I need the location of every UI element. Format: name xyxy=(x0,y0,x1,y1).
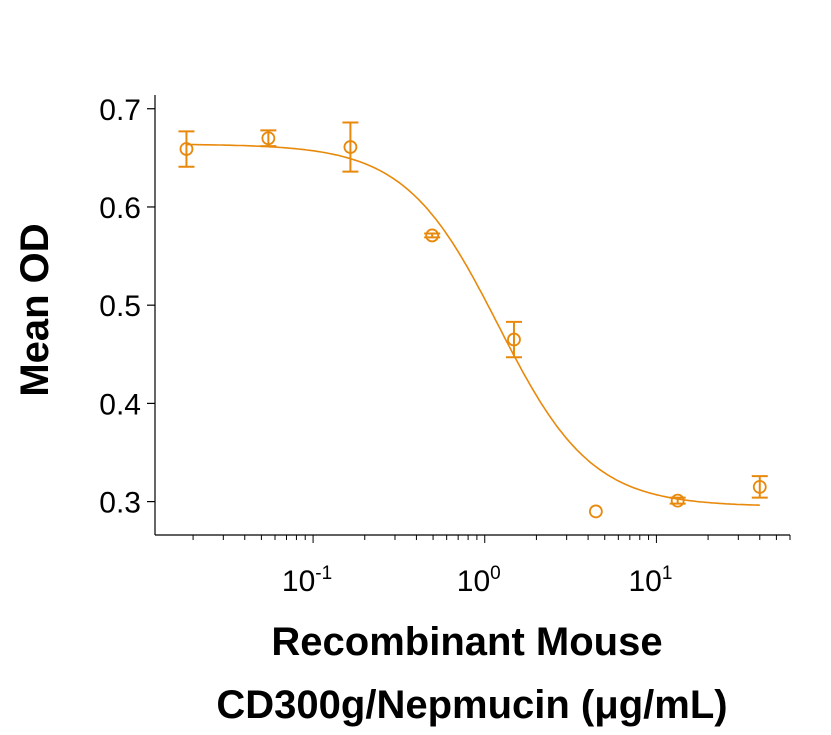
data-point xyxy=(669,493,686,508)
x-tick-label: 10-1 xyxy=(282,563,332,598)
point-marker xyxy=(588,504,603,519)
data-point xyxy=(751,475,768,499)
fit-curve xyxy=(186,143,760,506)
y-axis-title: Mean OD xyxy=(13,223,57,396)
y-tick-label: 0.5 xyxy=(99,290,141,323)
data-point xyxy=(260,129,277,148)
data-points xyxy=(178,121,768,519)
point-marker xyxy=(507,332,521,347)
x-axis-title-line1: Recombinant Mouse xyxy=(271,620,662,664)
point-marker xyxy=(670,493,685,508)
point-marker xyxy=(261,131,276,146)
data-point xyxy=(505,320,522,359)
point-marker xyxy=(752,479,767,494)
axes: 0.3 0.4 0.5 0.6 0.7 10-1 100 101 xyxy=(99,94,791,598)
data-point xyxy=(424,228,441,243)
data-point xyxy=(588,504,603,519)
x-tick-label: 100 xyxy=(457,563,501,598)
y-tick-label: 0.6 xyxy=(99,192,141,225)
y-tick-label: 0.7 xyxy=(99,94,141,127)
data-point xyxy=(178,130,195,168)
point-marker xyxy=(425,228,440,243)
data-point xyxy=(342,121,359,173)
x-tick-label: 101 xyxy=(628,563,672,598)
point-marker xyxy=(343,140,358,154)
y-tick-label: 0.4 xyxy=(99,388,141,421)
x-axis-title-line2: CD300g/Nepmucin (μg/mL) xyxy=(216,683,727,727)
y-tick-label: 0.3 xyxy=(99,487,141,520)
point-marker xyxy=(179,142,194,156)
fit-curve-group xyxy=(186,143,760,506)
